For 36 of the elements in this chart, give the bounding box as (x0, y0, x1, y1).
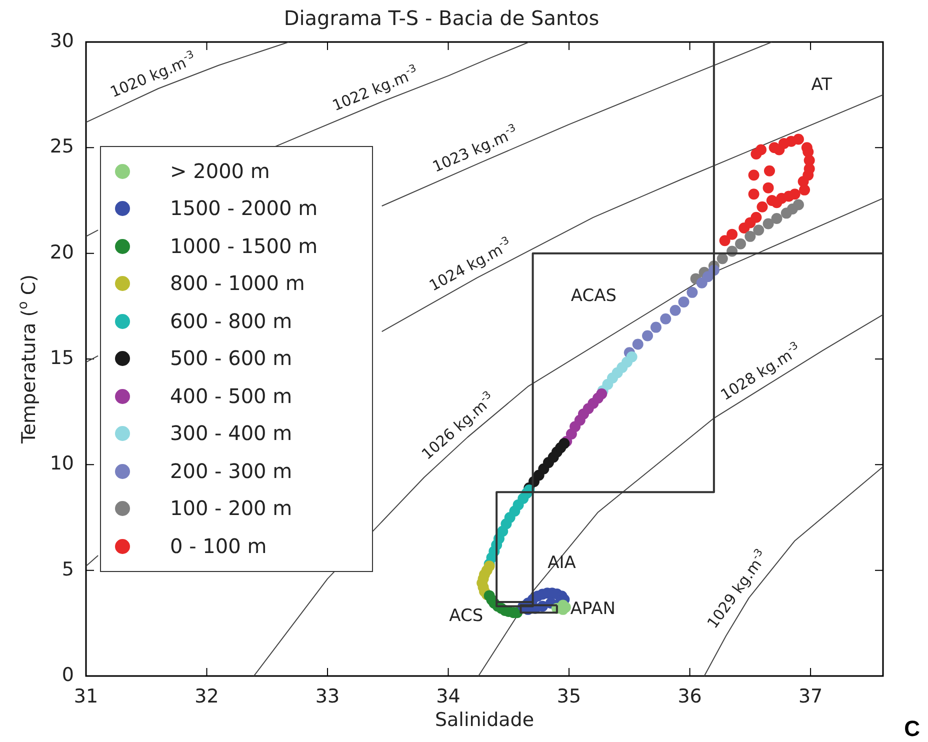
legend-label: > 2000 m (170, 158, 270, 184)
legend-label: 800 - 1000 m (170, 270, 305, 297)
legend-label: 100 - 200 m (170, 495, 292, 522)
y-tick-label: 5 (62, 558, 74, 580)
y-tick-label: 15 (50, 346, 74, 369)
y-tick-label: 20 (50, 241, 74, 264)
y-axis-title: Temperatura (o C) (16, 274, 40, 445)
legend-label: 200 - 300 m (170, 458, 292, 484)
legend-label: 500 - 600 m (170, 345, 292, 372)
y-tick-label: 30 (50, 30, 74, 52)
legend-label: 0 - 100 m (170, 532, 267, 560)
x-tick-label: 32 (194, 685, 219, 708)
annotation: APAN (570, 598, 616, 619)
y-tick-label: 10 (50, 452, 74, 475)
x-tick-label: 33 (315, 685, 340, 708)
x-tick-label: 34 (436, 685, 460, 708)
legend-label: 1000 - 1500 m (170, 232, 318, 260)
text: C (904, 716, 920, 742)
text: 1020 kg.m-3 (108, 48, 196, 102)
legend-label: 300 - 400 m (170, 420, 292, 447)
legend-label: 1500 - 2000 m (170, 195, 318, 222)
x-tick-label: 35 (556, 685, 582, 708)
x-axis-title: Salinidade (434, 708, 534, 731)
annotation: AT (811, 75, 832, 96)
x-tick-label: 37 (798, 685, 823, 708)
text: 1022 kg.m-3 (330, 62, 418, 115)
x-tick-label: 36 (678, 685, 702, 708)
text: 1023 kg.m-3 (430, 122, 518, 176)
annotation: ACS (449, 606, 484, 626)
annotation: ACAS (570, 286, 616, 306)
legend-label: 400 - 500 m (170, 382, 292, 410)
y-tick-label: 25 (50, 136, 74, 158)
y-tick-label: 0 (62, 664, 74, 686)
chart-title: Diagrama T-S - Bacia de Santos (284, 6, 600, 30)
legend-label: 600 - 800 m (170, 308, 292, 334)
x-tick-label: 31 (74, 685, 98, 708)
